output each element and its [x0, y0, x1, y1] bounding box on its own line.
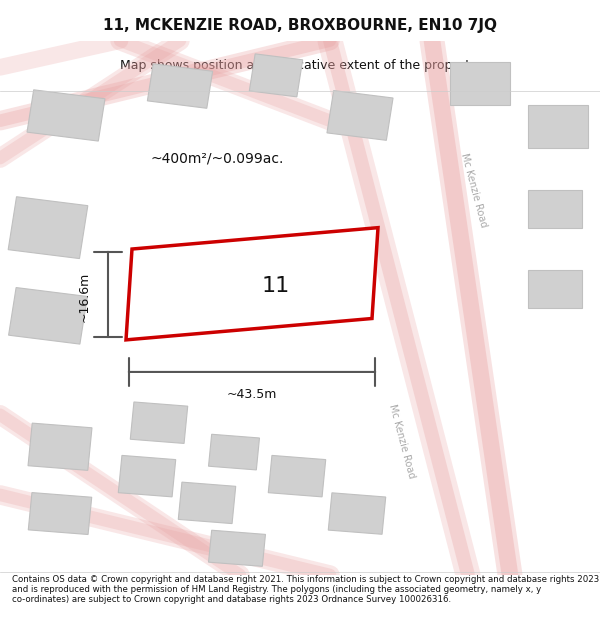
Polygon shape	[118, 456, 176, 497]
Polygon shape	[130, 402, 188, 443]
Polygon shape	[148, 64, 212, 108]
Text: 11: 11	[262, 276, 290, 296]
Text: Map shows position and indicative extent of the property.: Map shows position and indicative extent…	[120, 59, 480, 72]
Text: ~16.6m: ~16.6m	[77, 272, 91, 322]
Text: Mc Kenzie Road: Mc Kenzie Road	[459, 152, 489, 229]
Text: 11, MCKENZIE ROAD, BROXBOURNE, EN10 7JQ: 11, MCKENZIE ROAD, BROXBOURNE, EN10 7JQ	[103, 18, 497, 33]
Polygon shape	[328, 493, 386, 534]
Text: Mc Kenzie Road: Mc Kenzie Road	[387, 403, 417, 479]
Polygon shape	[28, 423, 92, 471]
Polygon shape	[209, 530, 265, 566]
Text: Contains OS data © Crown copyright and database right 2021. This information is : Contains OS data © Crown copyright and d…	[12, 574, 599, 604]
Polygon shape	[268, 456, 326, 497]
Polygon shape	[8, 288, 88, 344]
Polygon shape	[250, 54, 302, 97]
Polygon shape	[27, 90, 105, 141]
Text: ~400m²/~0.099ac.: ~400m²/~0.099ac.	[150, 151, 283, 165]
Polygon shape	[178, 482, 236, 524]
Bar	[450, 62, 510, 105]
Polygon shape	[8, 197, 88, 259]
Bar	[528, 190, 582, 228]
Text: ~43.5m: ~43.5m	[227, 388, 277, 401]
Polygon shape	[28, 492, 92, 534]
Polygon shape	[327, 91, 393, 141]
Bar	[528, 271, 582, 308]
Polygon shape	[209, 434, 259, 470]
Bar	[528, 105, 588, 148]
Polygon shape	[126, 228, 378, 340]
